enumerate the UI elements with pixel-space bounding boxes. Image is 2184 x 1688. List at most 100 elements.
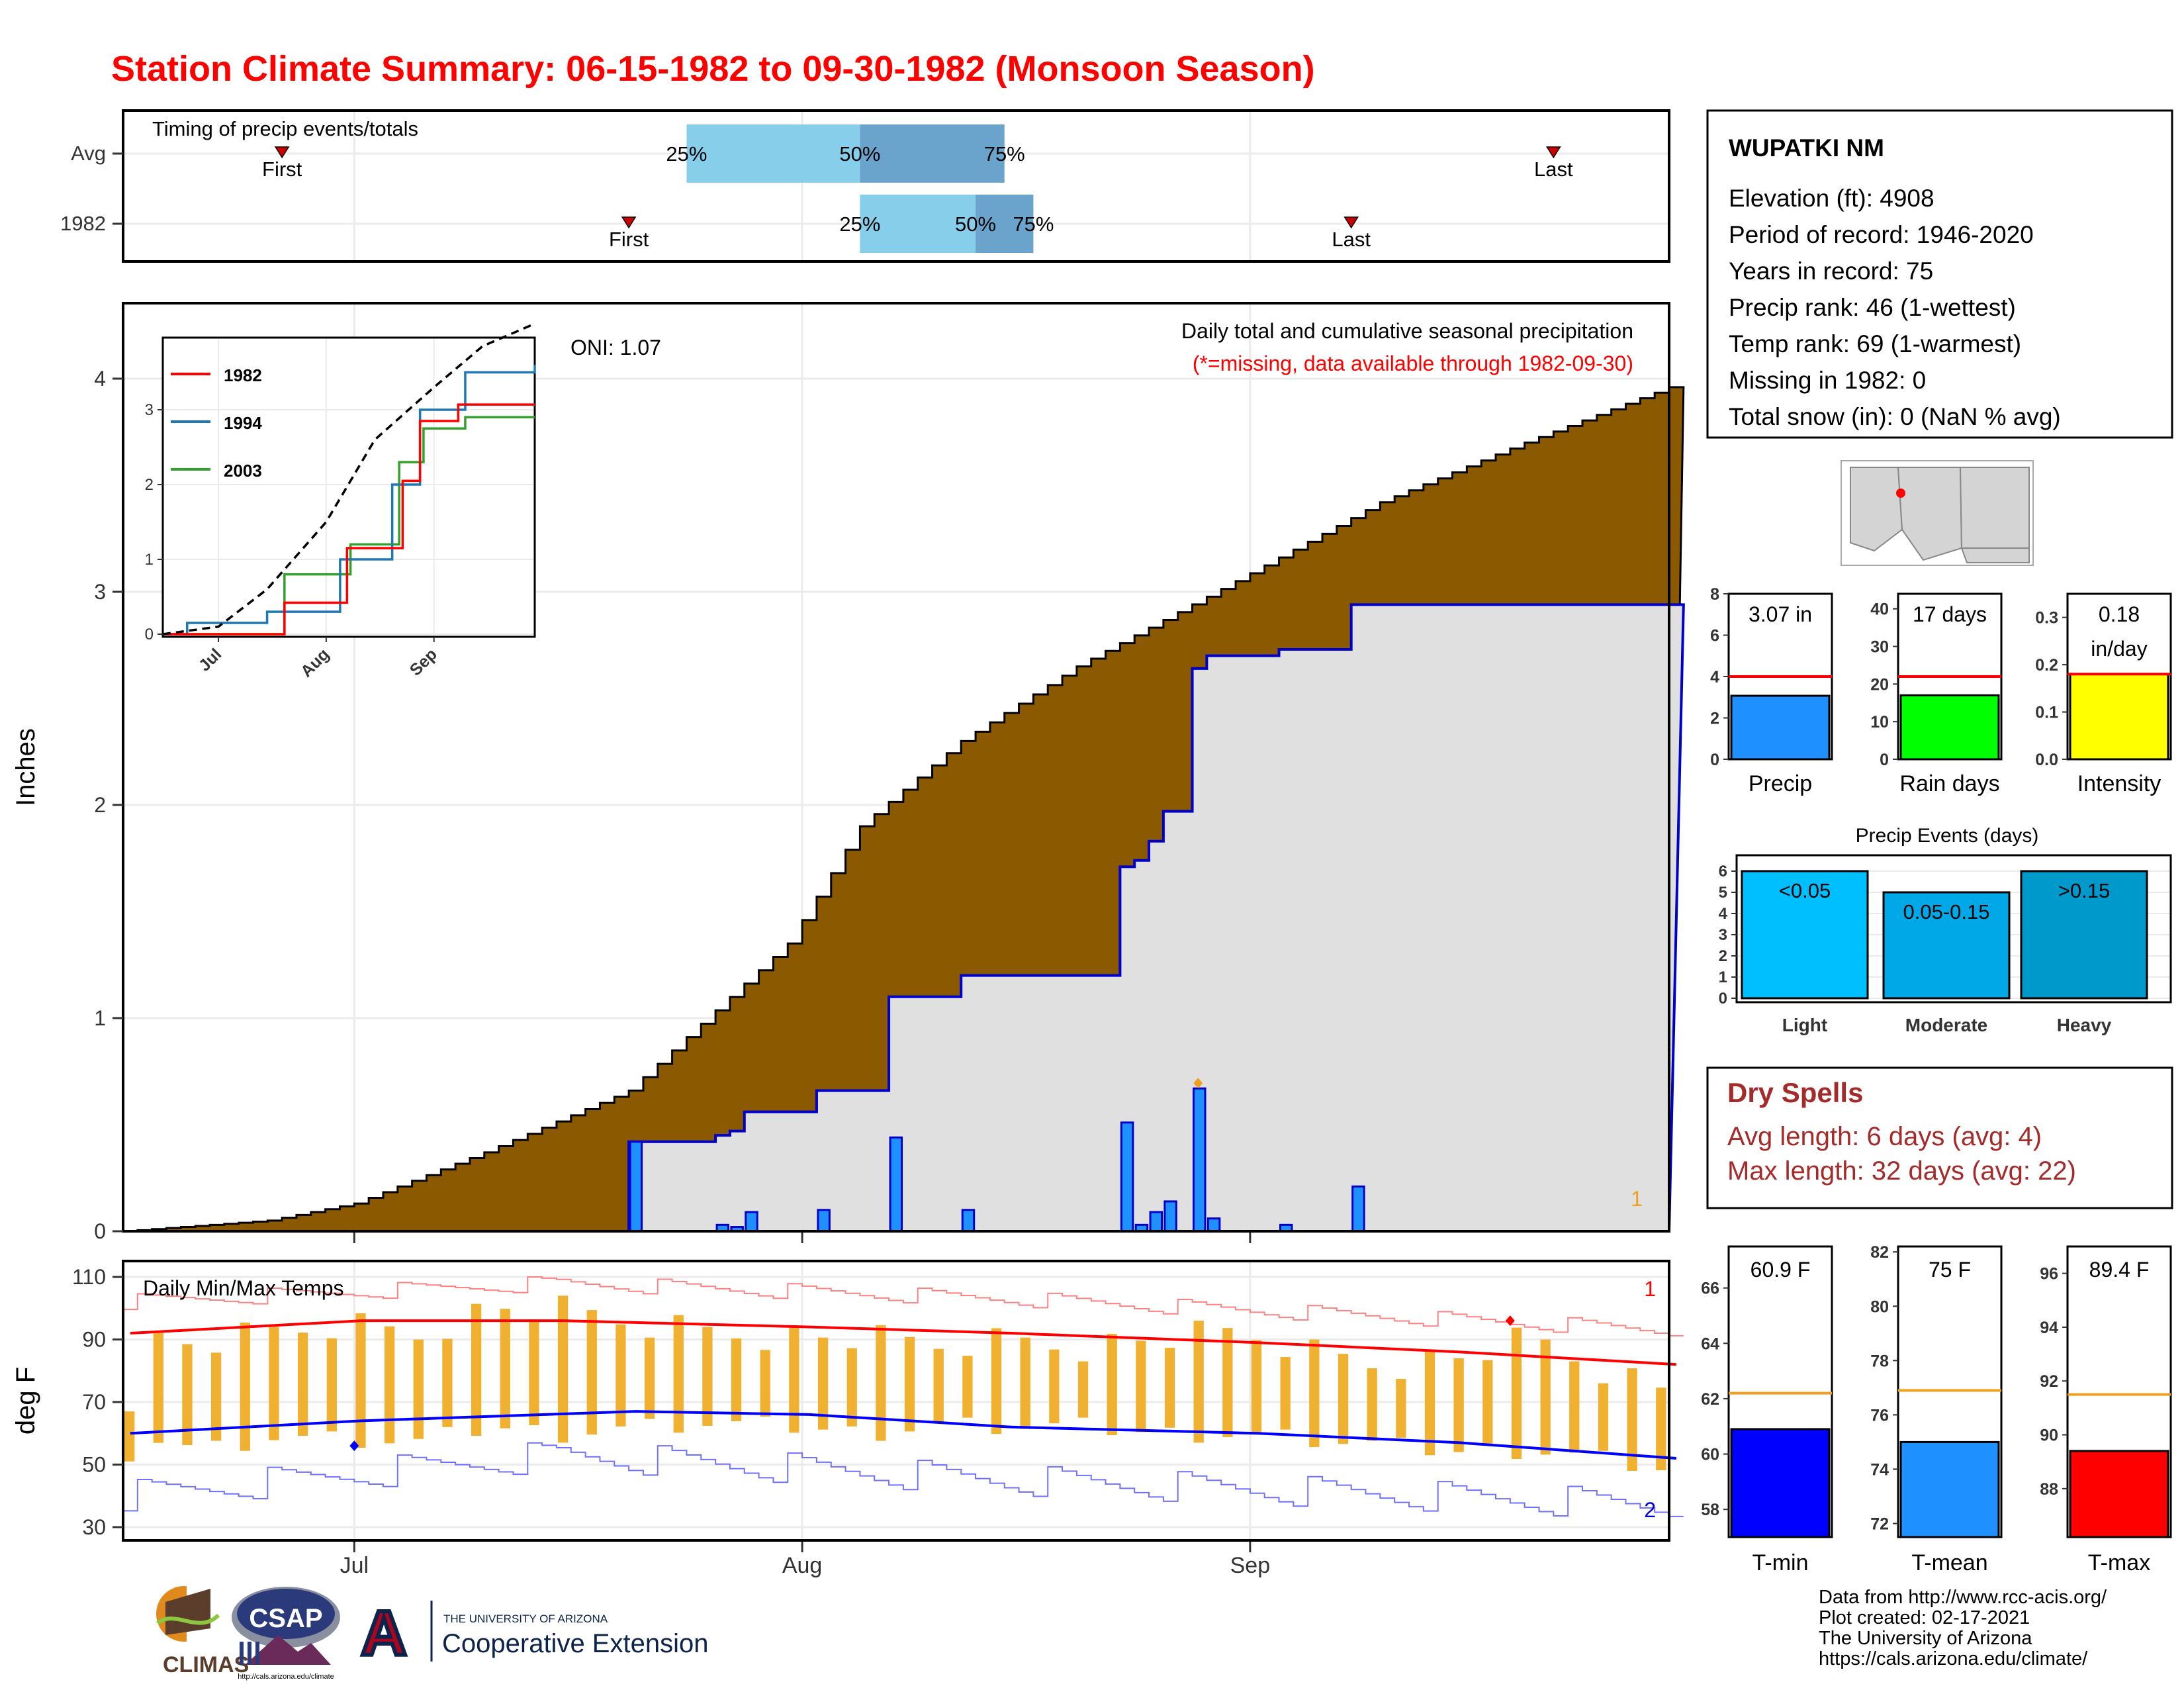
temp-summary-y-tick-label: 88 <box>2040 1480 2058 1499</box>
temp-summary-y-tick-label: 72 <box>1870 1515 1889 1533</box>
temp-daily-bar <box>1251 1340 1262 1433</box>
temp-summary-y-tick-label: 64 <box>1701 1335 1719 1353</box>
timing-marker-last <box>1343 216 1359 229</box>
temp-daily-bar <box>153 1331 163 1443</box>
temp-daily-bar <box>124 1411 135 1462</box>
timing-marker-first <box>621 216 637 229</box>
timing-panel-label: Timing of precip events/totals <box>152 117 418 140</box>
temp-daily-bar <box>846 1348 857 1427</box>
temp-daily-bar <box>962 1356 973 1418</box>
precip-y-tick-label: 0 <box>94 1219 106 1243</box>
temp-daily-bar <box>182 1344 193 1445</box>
temp-x-tick-label: Jul <box>340 1553 369 1578</box>
events-bar-range: <0.05 <box>1779 879 1831 902</box>
precip-daily-bar <box>1351 1185 1365 1233</box>
temp-summary-bar-2: 89.4 F 88 90 92 94 96 T-max <box>2040 1245 2172 1575</box>
summary-bar-value-text: 3.07 in <box>1749 602 1812 626</box>
summary-bar-value <box>2069 673 2169 761</box>
summary-bar-1: 17 days 0 10 20 30 40 Rain days <box>1870 592 2003 796</box>
temp-daily-bar <box>731 1338 742 1421</box>
summary-bar-y-tick-label: 4 <box>1710 668 1719 686</box>
temp-daily-bar <box>991 1328 1002 1434</box>
temp-summary-y-tick-label: 74 <box>1870 1460 1889 1479</box>
precip-y-tick-label: 2 <box>94 793 106 817</box>
timing-bar-50-75 <box>860 124 1005 183</box>
timing-bar-50-75 <box>976 195 1034 253</box>
timing-marker-last <box>1545 146 1561 159</box>
dry-spells-avg: Avg length: 6 days (avg: 4) <box>1727 1122 2042 1151</box>
summary-bar-y-tick-label: 0.0 <box>2035 751 2058 769</box>
temp-daily-bar <box>297 1333 308 1436</box>
events-bar-range: >0.15 <box>2058 879 2110 902</box>
timing-label-p50: 50% <box>955 212 996 236</box>
ua-logo-small-text: THE UNIVERSITY OF ARIZONA <box>443 1613 608 1625</box>
temp-daily-bar <box>1627 1368 1637 1471</box>
timing-row-label-1982: 1982 <box>60 212 106 235</box>
temp-daily-bar <box>1396 1379 1406 1438</box>
temp-summary-y-tick-label: 92 <box>2040 1372 2058 1391</box>
temp-daily-bar <box>1077 1361 1089 1418</box>
temp-daily-bar <box>557 1295 569 1443</box>
temp-daily-bar <box>1049 1349 1060 1424</box>
temp-daily-bar <box>240 1322 250 1451</box>
temp-daily-bar <box>471 1303 482 1436</box>
temp-summary-value <box>1730 1428 1831 1538</box>
summary-bar-y-tick-label: 2 <box>1710 710 1719 728</box>
temp-daily-bar <box>1309 1339 1320 1448</box>
timing-label-first: First <box>262 158 302 181</box>
summary-bar-0: 3.07 in 0 2 4 6 8 Precip <box>1710 585 1833 796</box>
events-y-axis: 0 1 2 3 4 5 6 <box>1719 863 1737 1008</box>
temp-x-axis: Jul Aug Sep <box>340 1542 1270 1578</box>
inset-line-1982 <box>163 403 535 635</box>
temp-daily-bar <box>760 1350 770 1417</box>
temp-daily-bar <box>702 1327 713 1426</box>
temp-tmax-normal-line <box>130 1319 1677 1366</box>
temp-summary-y-tick-label: 78 <box>1870 1352 1889 1370</box>
precip-corner-label: 1 <box>1631 1187 1643 1211</box>
events-y-tick-label: 6 <box>1719 863 1727 880</box>
summary-bar-label: Intensity <box>2077 771 2161 796</box>
inset-y-tick-label: 2 <box>145 476 154 494</box>
figure-title: Station Climate Summary: 06-15-1982 to 0… <box>111 49 1315 89</box>
precip-x-ticks <box>353 1233 1251 1243</box>
station-name: WUPATKI NM <box>1729 134 1884 162</box>
temp-summary-label: T-mean <box>1911 1550 1987 1575</box>
oni-label: ONI: 1.07 <box>570 336 661 359</box>
precip-daily-bar <box>629 1141 643 1233</box>
precip-y-tick-label: 4 <box>94 367 106 391</box>
temp-daily-bar <box>529 1319 539 1425</box>
precip-daily-bar <box>1163 1200 1177 1233</box>
summary-bar-label: Rain days <box>1899 771 1999 796</box>
events-bar-label: Moderate <box>1905 1015 1987 1035</box>
temp-daily-bar <box>904 1336 915 1432</box>
ua-logo-letter: A <box>361 1598 406 1669</box>
events-y-tick-label: 2 <box>1719 947 1727 965</box>
timing-label-last: Last <box>1534 158 1573 181</box>
precip-y-axis-label: Inches <box>11 728 40 806</box>
temp-record-low-marker <box>349 1440 359 1452</box>
csap-logo: CSAP http://cals.arizona.edu/climate <box>232 1587 340 1681</box>
footer-line-url: https://cals.arizona.edu/climate/ <box>1819 1648 2088 1669</box>
dry-spells-title: Dry Spells <box>1727 1077 1863 1108</box>
timing-marker-first <box>274 146 290 159</box>
temp-y-tick-label: 90 <box>82 1328 106 1352</box>
temp-daily-bar <box>673 1315 684 1433</box>
precip-daily-bar <box>817 1209 831 1233</box>
events-y-tick-label: 4 <box>1719 905 1728 923</box>
temp-record-low-count: 2 <box>1644 1498 1656 1522</box>
temp-summary-value <box>2069 1450 2169 1538</box>
summary-bar-y-tick-label: 30 <box>1870 638 1889 657</box>
summary-bar-y-tick-label: 10 <box>1870 713 1889 731</box>
temp-daily-bar <box>876 1325 886 1441</box>
precip-panel-subtitle: (*=missing, data available through 1982-… <box>1193 352 1633 375</box>
events-bar-moderate <box>1882 891 2011 1000</box>
dry-spells-max: Max length: 32 days (avg: 22) <box>1727 1156 2076 1186</box>
station-temp-rank: Temp rank: 69 (1-warmest) <box>1729 330 2021 357</box>
summary-bar-y-tick-label: 0.3 <box>2035 609 2058 628</box>
summary-bar-value <box>1730 694 1831 761</box>
temp-summary-value <box>1899 1440 2000 1538</box>
temp-x-tick-label: Aug <box>782 1553 823 1578</box>
events-bar-range: 0.05-0.15 <box>1903 900 1990 923</box>
station-period: Period of record: 1946-2020 <box>1729 221 2034 248</box>
